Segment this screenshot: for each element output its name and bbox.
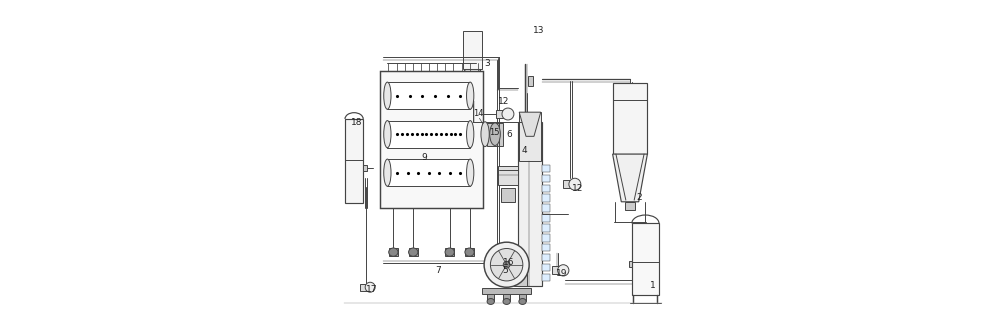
Bar [542, 214, 550, 222]
Ellipse shape [384, 159, 391, 186]
Bar [632, 223, 659, 295]
Bar [445, 248, 454, 257]
Ellipse shape [481, 122, 489, 147]
Text: 2: 2 [636, 193, 642, 202]
Bar [501, 188, 515, 202]
Bar [503, 294, 510, 302]
Bar [409, 248, 418, 257]
Bar [487, 123, 503, 146]
Bar [563, 180, 573, 188]
Bar [542, 264, 550, 271]
Bar [542, 274, 550, 281]
Bar [387, 121, 470, 148]
Text: 18: 18 [351, 118, 362, 127]
Ellipse shape [445, 248, 454, 256]
Bar [542, 234, 550, 241]
Circle shape [503, 261, 510, 268]
Bar [487, 294, 494, 302]
Bar [542, 165, 550, 172]
Bar [482, 288, 531, 294]
Bar [360, 284, 369, 291]
Bar [542, 244, 550, 252]
Ellipse shape [503, 299, 510, 305]
Bar [387, 159, 470, 186]
Bar [518, 122, 542, 286]
Bar [625, 202, 635, 210]
Polygon shape [465, 69, 480, 101]
Ellipse shape [389, 248, 398, 256]
Circle shape [569, 178, 581, 190]
Text: 17: 17 [366, 285, 377, 294]
Circle shape [365, 282, 375, 292]
Bar [629, 262, 632, 268]
Ellipse shape [465, 248, 474, 256]
Text: 6: 6 [506, 130, 512, 139]
Bar [542, 194, 550, 202]
Text: 5: 5 [503, 266, 508, 275]
Ellipse shape [467, 159, 474, 186]
Text: 14: 14 [473, 109, 484, 118]
Bar [380, 71, 483, 208]
Bar [345, 119, 363, 203]
Bar [514, 267, 527, 286]
Bar [519, 112, 541, 161]
Circle shape [502, 108, 514, 120]
Bar [542, 204, 550, 212]
Bar [496, 110, 506, 118]
Bar [542, 224, 550, 231]
Ellipse shape [467, 121, 474, 148]
Bar [519, 294, 526, 302]
Bar [363, 165, 367, 171]
Ellipse shape [384, 121, 391, 148]
Ellipse shape [467, 82, 474, 109]
Circle shape [490, 248, 523, 281]
Polygon shape [613, 154, 647, 202]
Bar [542, 185, 550, 192]
Text: 16: 16 [503, 258, 514, 267]
Polygon shape [519, 112, 541, 136]
Bar [542, 175, 550, 182]
Bar [528, 76, 533, 86]
Bar [552, 267, 562, 274]
Bar [613, 82, 647, 154]
Bar [498, 166, 518, 185]
Bar [542, 254, 550, 262]
Text: 4: 4 [521, 146, 527, 155]
Ellipse shape [409, 248, 418, 256]
Circle shape [558, 265, 569, 276]
Text: 12: 12 [572, 184, 583, 193]
Bar [463, 31, 482, 69]
Text: 15: 15 [489, 128, 500, 137]
Circle shape [484, 242, 529, 287]
Text: 7: 7 [435, 266, 441, 275]
Ellipse shape [519, 299, 526, 305]
Bar [465, 248, 474, 257]
Ellipse shape [490, 123, 500, 145]
Bar [387, 82, 470, 109]
Ellipse shape [487, 299, 494, 305]
Text: 13: 13 [532, 25, 544, 34]
Bar [389, 248, 398, 257]
Text: 3: 3 [484, 59, 490, 67]
Text: 12: 12 [498, 97, 509, 106]
Text: 1: 1 [650, 281, 656, 290]
Text: 9: 9 [421, 153, 427, 162]
Text: 19: 19 [556, 269, 568, 278]
Ellipse shape [384, 82, 391, 109]
